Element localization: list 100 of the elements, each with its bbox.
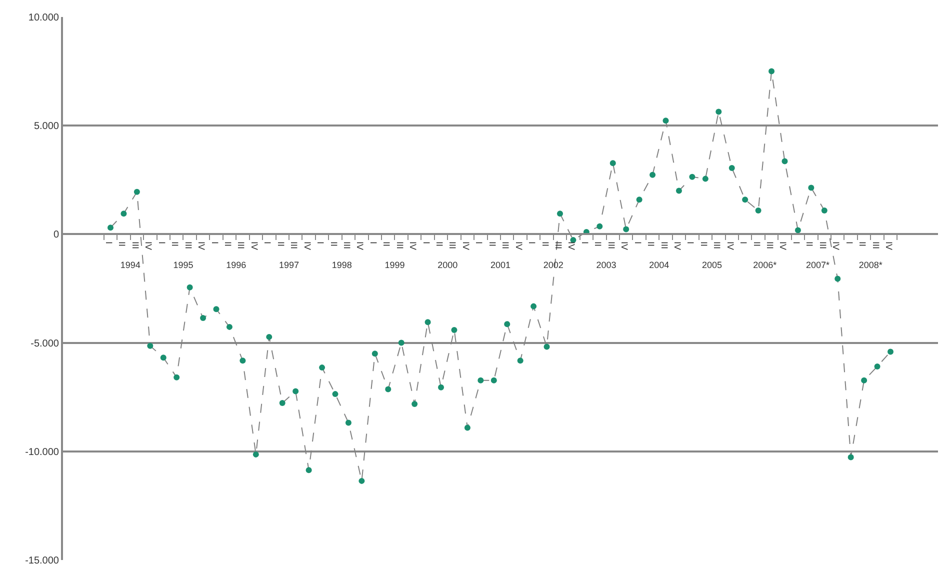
x-tick-label: IV (302, 242, 312, 250)
point (306, 467, 312, 474)
point (888, 348, 894, 355)
point (689, 174, 696, 180)
point (662, 118, 669, 124)
point (174, 374, 180, 380)
point (464, 424, 470, 431)
x-tick-label: III (765, 242, 776, 250)
point (716, 108, 722, 115)
point (517, 358, 524, 364)
x-tick-label: II (117, 242, 128, 247)
y-tick-label: 0 (53, 230, 60, 241)
x-tick-label: II (698, 242, 709, 247)
point (861, 377, 868, 384)
x-tick-label: I (474, 242, 484, 244)
point (530, 303, 537, 310)
x-tick-label: III (130, 242, 140, 250)
point (610, 160, 616, 166)
annotation: 2004 (649, 260, 670, 270)
annotation: 1994 (120, 260, 140, 270)
x-tick-label: I (791, 242, 802, 244)
point (292, 388, 299, 394)
annotation: 2000 (438, 260, 458, 270)
x-tick-label: IV (672, 242, 682, 250)
x-tick-label: III (289, 242, 300, 250)
point (702, 176, 708, 182)
x-tick-label: III (183, 242, 194, 250)
point (200, 315, 206, 322)
y-tick-label: -15.000 (25, 556, 60, 566)
annotation: 2008* (858, 260, 883, 270)
point (755, 208, 762, 214)
point (821, 208, 828, 214)
x-tick-label: III (818, 242, 828, 250)
x-tick-label: IV (620, 242, 630, 250)
point (556, 210, 563, 217)
x-tick-label: I (632, 242, 643, 244)
point (372, 350, 378, 357)
x-tick-label: I (421, 242, 432, 244)
annotation: 1997 (278, 260, 299, 270)
x-tick-label: I (527, 242, 538, 244)
x-tick-label: IV (460, 242, 471, 250)
point (160, 354, 166, 361)
x-tick-label: IV (355, 242, 366, 250)
point (120, 210, 127, 217)
point (424, 319, 431, 326)
x-tick-label: II (328, 242, 339, 247)
x-tick-label: I (686, 242, 696, 244)
point (412, 401, 418, 408)
x-tick-label: IV (884, 242, 894, 250)
x-tick-label: II (487, 242, 498, 247)
point (358, 478, 365, 484)
point (385, 386, 392, 392)
x-tick-label: III (553, 242, 564, 250)
x-tick-label: IV (831, 242, 842, 250)
x-tick-label: IV (778, 242, 788, 250)
x-tick-label: II (752, 242, 762, 247)
point (226, 324, 232, 330)
x-tick-label: II (646, 242, 656, 247)
x-tick-label: IV (725, 242, 736, 250)
x-tick-label: I (316, 242, 326, 244)
point (728, 164, 735, 171)
point (782, 158, 788, 164)
point (874, 363, 880, 370)
point (319, 364, 326, 371)
x-tick-label: IV (408, 242, 418, 250)
annotation: 1999 (384, 260, 405, 270)
x-tick-label: I (104, 242, 114, 244)
x-tick-label: III (394, 242, 405, 250)
point (544, 344, 550, 350)
point (279, 400, 286, 406)
point (768, 68, 775, 74)
y-tick-label: 5.000 (34, 121, 60, 132)
x-tick-label: III (448, 242, 458, 250)
point (742, 196, 748, 203)
x-tick-label: III (659, 242, 670, 250)
x-tick-label: II (540, 242, 550, 247)
x-tick-label: IV (514, 242, 524, 250)
y-tick-label: -10.000 (25, 446, 60, 458)
annotation: 2001 (490, 260, 511, 270)
point (213, 306, 220, 312)
point (834, 276, 841, 282)
point (848, 454, 854, 460)
x-tick-label: IV (249, 242, 260, 250)
point (332, 391, 338, 398)
point (504, 321, 510, 328)
annotation: 1995 (173, 260, 194, 270)
point (490, 377, 497, 384)
x-tick-label: III (236, 242, 246, 250)
y-tick-label: 10.000 (28, 12, 60, 24)
point (451, 326, 458, 333)
x-tick-label: I (368, 242, 378, 244)
x-tick-label: II (170, 242, 180, 247)
point (252, 451, 259, 458)
x-tick-label: II (382, 242, 392, 247)
x-tick-label: II (276, 242, 286, 247)
x-tick-label: IV (196, 242, 207, 250)
point (266, 334, 272, 340)
y-tick-label: -5.000 (30, 338, 60, 350)
point (147, 342, 154, 349)
point (794, 227, 801, 234)
